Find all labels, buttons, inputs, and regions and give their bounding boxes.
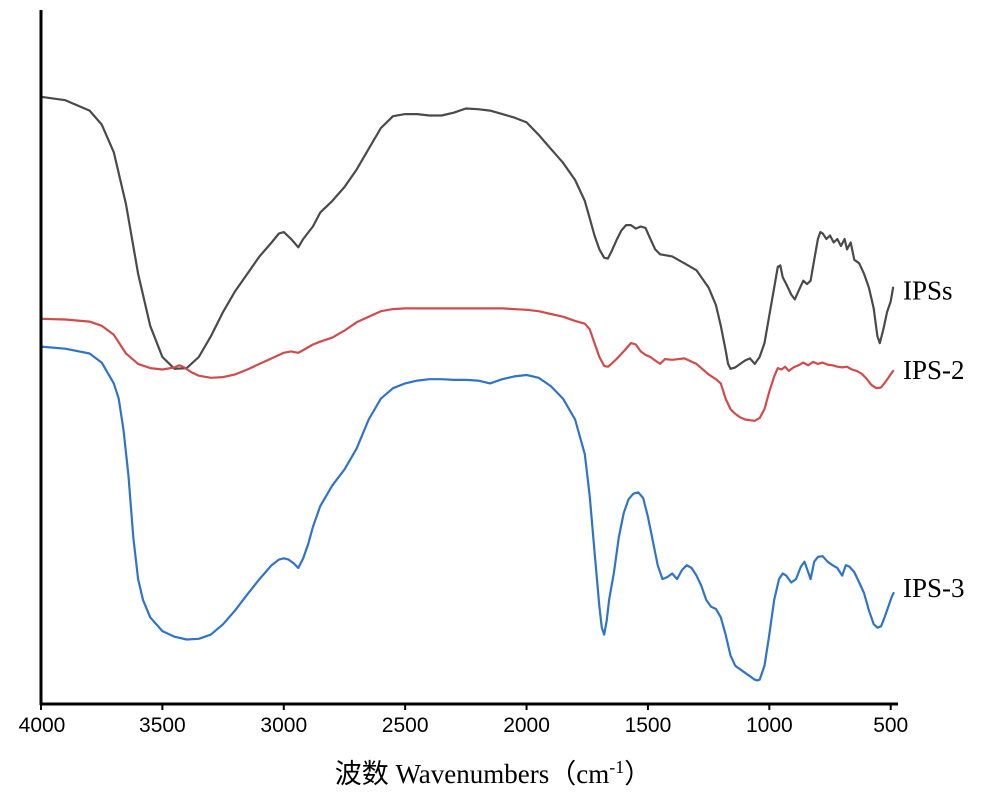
x-axis-title-close: ） [624,759,651,789]
series-label-ips-3: IPS-3 [903,573,965,603]
series-layer [39,95,895,682]
x-axis-title-superscript: -1 [609,757,624,777]
x-tick-label-1000: 1000 [746,714,793,737]
x-tick-label-3500: 3500 [139,714,186,737]
series-line-ipss [39,95,895,370]
x-axis-title-main: 波数 Wavenumbers（cm [335,759,610,789]
series-label-layer: IPSs IPS-2 IPS-3 [903,276,965,603]
x-tick-label-500: 500 [873,714,908,737]
x-tick-label-2500: 2500 [382,714,429,737]
series-line-ips-3 [39,345,895,682]
x-axis-title: 波数 Wavenumbers（cm-1） [335,757,652,789]
x-axis-ticks: 4000 3500 3000 2500 2000 1500 1000 500 [19,704,908,737]
series-label-ips-2: IPS-2 [903,355,965,385]
series-line-ips-2 [39,307,895,422]
x-tick-label-1500: 1500 [625,714,672,737]
x-tick-label-4000: 4000 [19,714,66,737]
series-label-ipss: IPSs [903,276,953,306]
x-tick-label-2000: 2000 [503,714,550,737]
x-tick-label-3000: 3000 [260,714,307,737]
